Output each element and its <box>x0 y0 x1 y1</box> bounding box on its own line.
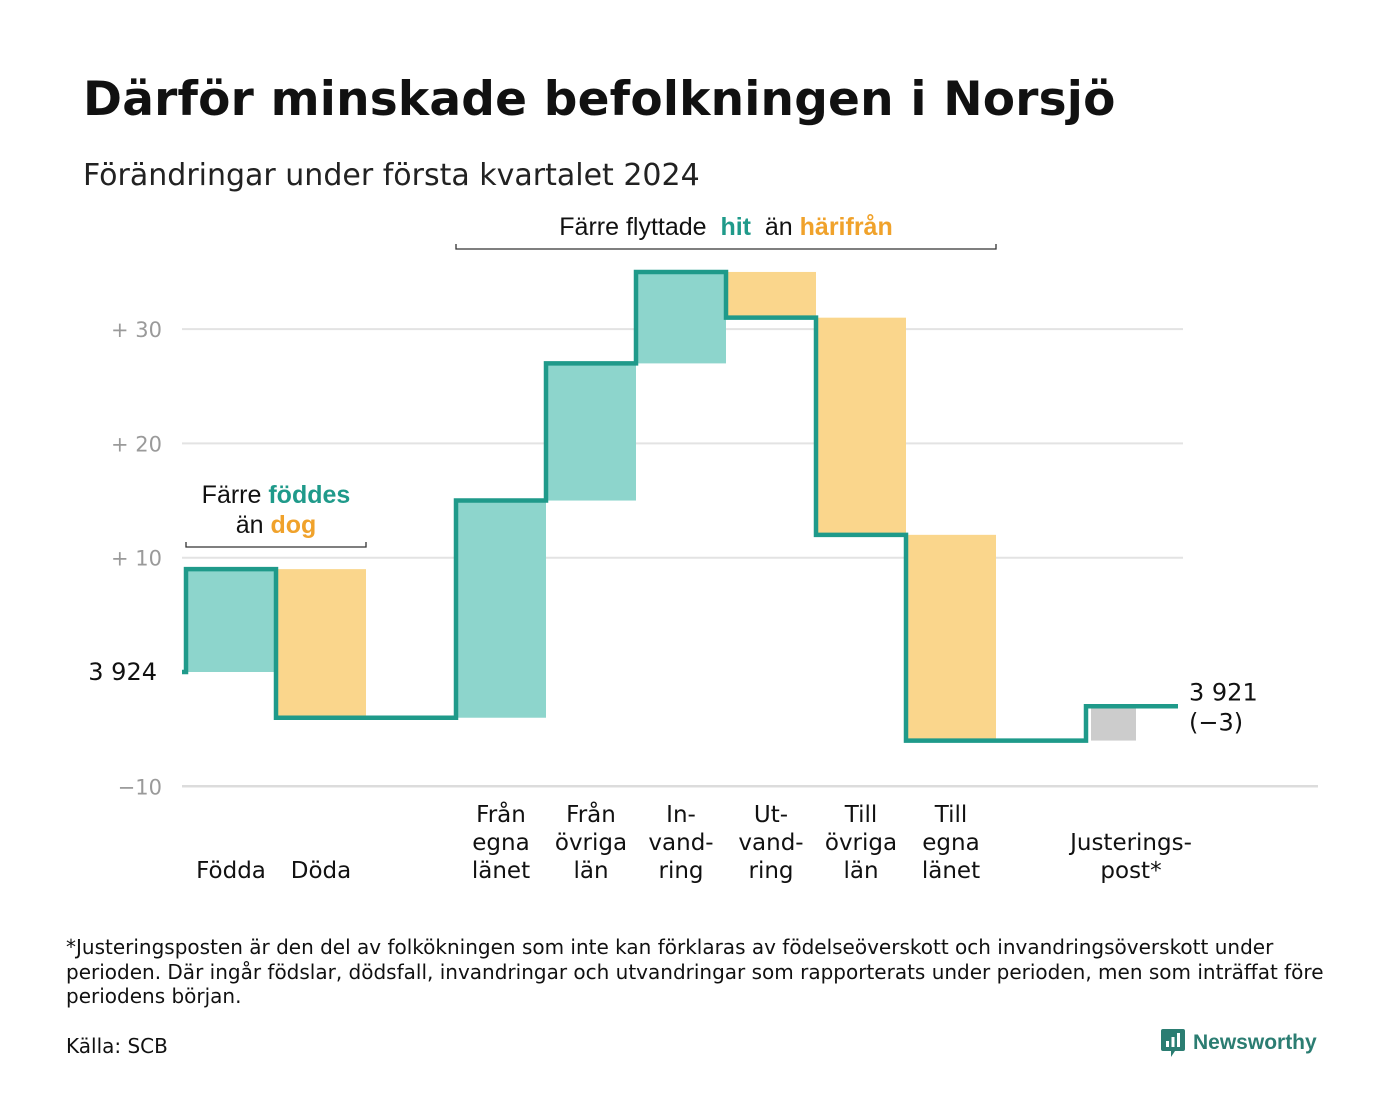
end-value-label: 3 921 <box>1189 678 1258 706</box>
annotation-text: Färre föddes <box>202 481 351 509</box>
bar-decrease <box>816 317 906 535</box>
chart-subtitle: Förändringar under första kvartalet 2024 <box>83 158 700 193</box>
end-labels: 3 924 3 921(−3) <box>88 658 1257 736</box>
source-label: Källa: SCB <box>66 1034 168 1058</box>
chart-title: Därför minskade befolkningen i Norsjö <box>83 72 1116 127</box>
category-label: länet <box>922 858 980 884</box>
category-label: In- <box>666 802 696 828</box>
category-label: övriga <box>825 830 897 856</box>
annotation-bracket <box>455 244 997 250</box>
category-label: ring <box>748 858 793 884</box>
bar-decrease <box>276 569 366 718</box>
bar-increase <box>186 569 276 672</box>
category-label: Justerings- <box>1068 830 1192 856</box>
y-tick-label: −10 <box>118 775 162 799</box>
bar-decrease <box>726 271 816 318</box>
bar-increase <box>636 271 726 364</box>
category-label: län <box>843 858 878 884</box>
category-labels: Födda DödaFrånegnalänetFrånövrigalänIn-va… <box>196 800 1192 884</box>
bar-adjustment <box>1091 706 1136 741</box>
category-label: Döda <box>291 858 351 884</box>
start-value-label: 3 924 <box>88 658 157 686</box>
category-label: Från <box>476 800 526 828</box>
category-label: Till <box>934 802 968 828</box>
y-tick-label: + 20 <box>111 432 162 456</box>
bar-decrease <box>906 534 996 741</box>
category-label: Från <box>566 800 616 828</box>
annotation-segment: Färre flyttade <box>559 213 720 241</box>
annotation-text: Färre flyttade hit än härifrån <box>559 213 892 241</box>
annotation-highlight-out: härifrån <box>800 213 893 241</box>
y-tick-label: + 30 <box>111 318 162 342</box>
category-label: län <box>573 858 608 884</box>
bar-increase <box>456 500 546 718</box>
footnote: *Justeringsposten är den del av folkökni… <box>66 935 1324 1008</box>
annotation-segment: Färre <box>202 481 269 509</box>
category-label: Ut- <box>754 802 788 828</box>
annotation-bracket <box>185 542 367 548</box>
brand-logo: Newsworthy <box>1160 1027 1317 1059</box>
category-label: länet <box>472 858 530 884</box>
category-label: egna <box>472 830 529 856</box>
annotation-segment: än <box>236 511 271 539</box>
running-total-line <box>182 269 1178 743</box>
category-label: vand- <box>648 830 713 856</box>
bar-increase <box>546 363 636 501</box>
category-label: övriga <box>555 830 627 856</box>
category-label: post* <box>1100 858 1161 884</box>
category-label: vand- <box>738 830 803 856</box>
bars <box>186 271 1136 741</box>
category-label: Födda <box>196 858 266 884</box>
brand-name: Newsworthy <box>1193 1031 1317 1054</box>
annotation-highlight-out: dog <box>270 511 316 539</box>
annotation-highlight-in: hit <box>720 213 751 241</box>
end-change-label: (−3) <box>1189 708 1243 736</box>
running-total-line <box>182 269 1178 743</box>
annotation-highlight-in: föddes <box>268 481 350 509</box>
waterfall-chart: + 30+ 20+ 10−10 Födda DödaFrånegnalänetFr… <box>88 213 1318 884</box>
category-label: egna <box>922 830 979 856</box>
category-label: Till <box>844 802 878 828</box>
newsworthy-icon <box>1161 1029 1185 1057</box>
annotation-segment: än <box>751 213 800 241</box>
y-tick-label: + 10 <box>111 547 162 571</box>
y-axis-ticks: + 30 + 20 + 10 −10 <box>111 318 162 799</box>
annotation-text: än dog <box>236 511 317 539</box>
category-label: ring <box>658 858 703 884</box>
